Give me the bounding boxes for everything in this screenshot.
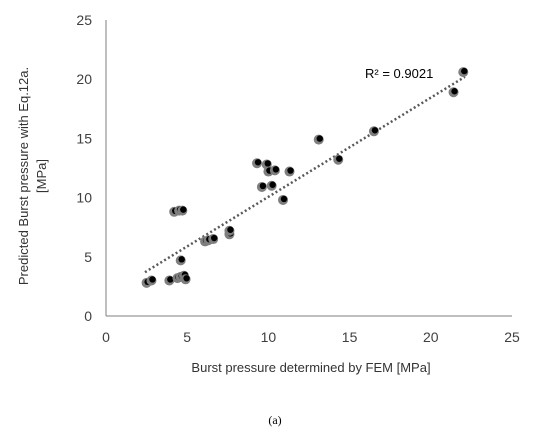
data-point: [284, 166, 295, 177]
data-point: [208, 234, 219, 245]
data-point: [448, 87, 459, 98]
data-point: [256, 181, 267, 192]
trendline-layer: [144, 75, 466, 274]
data-point: [368, 126, 379, 137]
data-point: [269, 165, 280, 176]
x-tick-label: 5: [183, 329, 191, 345]
y-tick-label: 25: [76, 12, 92, 28]
data-point: [224, 225, 235, 236]
data-point: [177, 205, 188, 216]
data-point: [278, 194, 289, 205]
x-tick-label: 25: [504, 329, 520, 345]
chart-frame: 0 5 10 15 20 25 0 5 10 15 20 25 R² = 0.9021 Burst …: [16, 12, 520, 375]
data-point: [175, 255, 186, 266]
data-point: [266, 180, 277, 191]
y-tick-label: 20: [76, 71, 92, 87]
data-point: [333, 154, 344, 165]
x-tick-label: 20: [423, 329, 439, 345]
data-point: [458, 67, 469, 78]
x-tick-label: 15: [342, 329, 358, 345]
y-tick-label: 5: [84, 249, 92, 265]
data-point: [146, 275, 157, 286]
r-squared-annotation: R² = 0.9021: [365, 66, 433, 81]
y-tick-label: 15: [76, 130, 92, 146]
y-axis-label-line-1: Predicted Burst pressure with Eq.12a.: [16, 67, 31, 285]
data-point: [180, 274, 191, 285]
x-axis-label: Burst pressure determined by FEM [MPa]: [191, 360, 430, 375]
trendline: [144, 75, 466, 274]
y-tick-label: 10: [76, 190, 92, 206]
figure-caption: (a): [268, 413, 282, 427]
data-point: [164, 275, 175, 286]
data-point: [252, 158, 263, 169]
data-point: [313, 134, 324, 145]
y-axis-label-line-2: [MPa]: [34, 159, 49, 193]
y-axis: 0 5 10 15 20 25: [76, 12, 107, 324]
points-layer: [141, 67, 469, 288]
x-tick-label: 10: [261, 329, 277, 345]
x-tick-label: 0: [102, 329, 110, 345]
x-axis: 0 5 10 15 20 25: [102, 315, 520, 345]
scatter-chart: 0 5 10 15 20 25 0 5 10 15 20 25 R² = 0.9021 Burst …: [16, 12, 520, 375]
y-tick-label: 0: [84, 308, 92, 324]
